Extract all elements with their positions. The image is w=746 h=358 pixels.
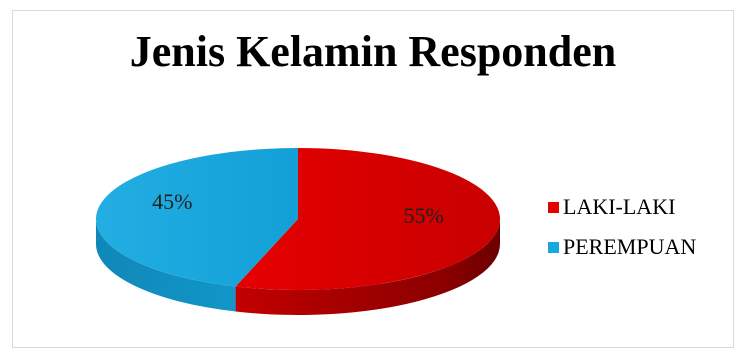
legend-item-perempuan: PEREMPUAN — [548, 234, 696, 260]
legend-label-laki-laki: LAKI-LAKI — [563, 194, 676, 219]
pie-side-perempuan — [96, 219, 236, 312]
legend-label-perempuan: PEREMPUAN — [563, 234, 697, 259]
data-label-perempuan: 45% — [152, 189, 192, 214]
legend-swatch-laki-laki — [548, 201, 559, 213]
pie-slice-perempuan — [96, 148, 298, 287]
legend: LAKI-LAKI PEREMPUAN — [548, 194, 696, 274]
chart-title: Jenis Kelamin Responden — [129, 27, 617, 76]
pie-side-laki-laki — [235, 219, 501, 315]
data-label-laki-laki: 55% — [404, 203, 444, 228]
legend-swatch-perempuan — [548, 241, 559, 253]
pie-slice-laki-laki — [235, 148, 501, 291]
legend-item-laki-laki: LAKI-LAKI — [548, 194, 696, 220]
